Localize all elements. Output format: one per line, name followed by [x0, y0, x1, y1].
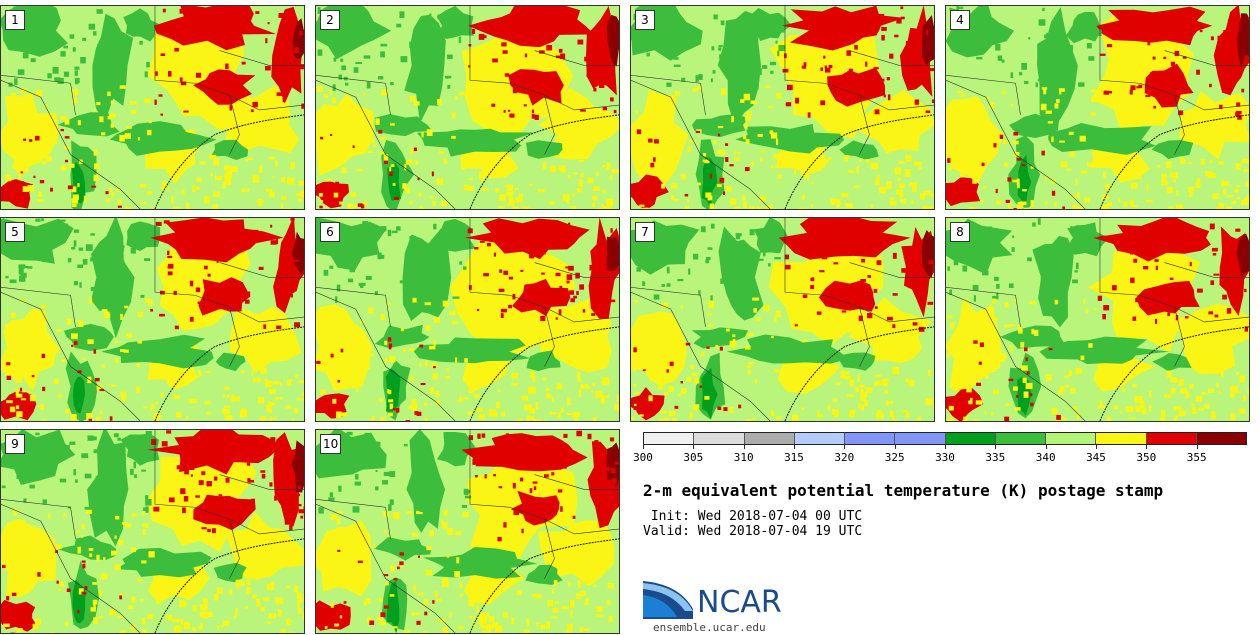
ncar-logo-icon: [643, 581, 693, 619]
colorbar-swatch: [1046, 433, 1097, 444]
valid-time: Valid: Wed 2018-07-04 19 UTC: [643, 524, 863, 539]
site-url: ensemble.ucar.edu: [653, 621, 766, 634]
member-label: 4: [950, 10, 970, 30]
figure-title: 2-m equivalent potential temperature (K)…: [643, 481, 1164, 500]
member-label: 1: [5, 10, 25, 30]
member-label: 5: [5, 222, 25, 242]
postage-stamp-map: 3: [630, 5, 935, 210]
colorbar-swatch: [1196, 433, 1246, 444]
member-label: 2: [320, 10, 340, 30]
postage-stamp-map: 6: [315, 217, 620, 422]
postage-stamp-map: 4: [945, 5, 1250, 210]
colorbar-swatch: [945, 433, 996, 444]
member-label: 7: [635, 222, 655, 242]
member-label: 3: [635, 10, 655, 30]
postage-stamp-map: 10: [315, 429, 620, 634]
postage-stamp-map: 8: [945, 217, 1250, 422]
init-time: Init: Wed 2018-07-04 00 UTC: [643, 509, 863, 524]
colorbar-tick-label: 340: [1036, 445, 1056, 464]
colorbar-tick-label: 330: [935, 445, 955, 464]
ncar-logo-text: NCAR: [697, 585, 782, 620]
colorbar-tick-label: 310: [734, 445, 754, 464]
member-label: 9: [5, 434, 25, 454]
colorbar-tick-label: 335: [985, 445, 1005, 464]
colorbar-tick-label: 315: [784, 445, 804, 464]
colorbar-swatch: [845, 433, 896, 444]
colorbar-tick-label: 300: [633, 445, 653, 464]
colorbar-tick-label: 320: [834, 445, 854, 464]
postage-stamp-map: 2: [315, 5, 620, 210]
colorbar-swatch: [1096, 433, 1147, 444]
colorbar-tick-label: 325: [885, 445, 905, 464]
member-label: 6: [320, 222, 340, 242]
colorbar-swatch: [644, 433, 695, 444]
postage-stamp-map: 5: [0, 217, 305, 422]
colorbar-swatch: [895, 433, 946, 444]
postage-stamp-map: 9: [0, 429, 305, 634]
colorbar: [643, 432, 1247, 445]
postage-stamp-map: 1: [0, 5, 305, 210]
colorbar-swatch: [794, 433, 845, 444]
colorbar-swatch: [694, 433, 745, 444]
member-label: 8: [950, 222, 970, 242]
colorbar-tick-label: 350: [1136, 445, 1156, 464]
colorbar-tick-label: 355: [1187, 445, 1207, 464]
colorbar-swatch: [744, 433, 795, 444]
member-label: 10: [320, 434, 342, 454]
colorbar-swatch: [1146, 433, 1197, 444]
colorbar-tick-label: 345: [1086, 445, 1106, 464]
colorbar-ticks: 300 305 310 315 320 325 330 335 340 345 350 355: [633, 445, 1247, 465]
colorbar-tick-label: 305: [683, 445, 703, 464]
postage-stamp-map: 7: [630, 217, 935, 422]
colorbar-swatch: [995, 433, 1046, 444]
